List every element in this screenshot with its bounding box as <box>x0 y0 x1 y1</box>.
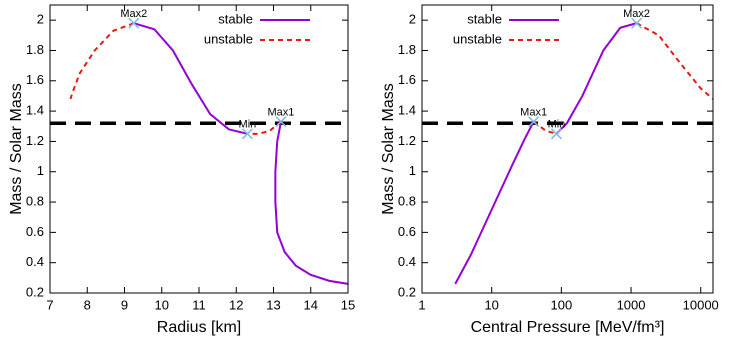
point-label: Max2 <box>623 8 650 20</box>
series-line <box>454 22 637 285</box>
point-label: Min <box>548 119 566 131</box>
y-tick-label: 2 <box>409 12 416 27</box>
y-tick-label: 1.6 <box>398 72 416 87</box>
x-tick-label: 15 <box>341 297 355 312</box>
y-tick-label: 1.2 <box>26 133 44 148</box>
plot-frame <box>421 4 714 294</box>
series-line <box>69 22 282 135</box>
x-tick-label: 9 <box>121 297 128 312</box>
x-tick-label: 11 <box>192 297 206 312</box>
legend-label: stable <box>218 11 253 26</box>
y-tick-label: 2 <box>37 12 44 27</box>
y-tick-label: 1.4 <box>26 103 44 118</box>
y-tick-label: 0.8 <box>398 193 416 208</box>
legend-label: unstable <box>453 31 502 46</box>
y-tick-label: 1.8 <box>26 42 44 57</box>
point-label: Min <box>239 119 257 131</box>
y-tick-label: 0.6 <box>398 224 416 239</box>
series-line <box>533 22 714 135</box>
y-tick-label: 0.6 <box>26 224 44 239</box>
x-tick-label: 8 <box>84 297 91 312</box>
x-tick-label: 1 <box>418 297 425 312</box>
y-tick-label: 0.8 <box>26 193 44 208</box>
point-marker <box>631 17 643 29</box>
x-tick-label: 100 <box>551 297 573 312</box>
plot-frame <box>49 4 349 294</box>
x-tick-label: 10000 <box>683 297 719 312</box>
point-marker <box>528 116 540 128</box>
y-tick-label: 0.2 <box>26 284 44 299</box>
point-marker <box>241 128 253 140</box>
x-tick-label: 1000 <box>617 297 646 312</box>
x-tick-label: 14 <box>304 297 318 312</box>
x-axis-title: Central Pressure [MeV/fm³] <box>471 319 665 336</box>
point-marker <box>550 128 562 140</box>
series-line <box>133 22 349 285</box>
legend-label: stable <box>467 11 502 26</box>
x-tick-label: 10 <box>155 297 169 312</box>
y-axis-title: Mass / Solar Mass <box>8 83 25 215</box>
y-tick-label: 1.6 <box>26 72 44 87</box>
x-tick-label: 10 <box>484 297 498 312</box>
x-tick-label: 7 <box>46 297 53 312</box>
x-tick-label: 12 <box>229 297 243 312</box>
point-label: Max1 <box>520 107 547 119</box>
x-tick-label: 13 <box>266 297 280 312</box>
y-tick-label: 1.2 <box>398 133 416 148</box>
legend-label: unstable <box>204 31 253 46</box>
x-axis-title: Radius [km] <box>157 319 241 336</box>
y-tick-label: 1.8 <box>398 42 416 57</box>
point-marker <box>275 116 287 128</box>
y-tick-label: 0.2 <box>398 284 416 299</box>
point-marker <box>128 17 140 29</box>
y-axis-title: Mass / Solar Mass <box>380 83 397 215</box>
point-label: Max2 <box>120 8 147 20</box>
point-label: Max1 <box>267 107 294 119</box>
y-tick-label: 0.4 <box>26 254 44 269</box>
y-tick-label: 0.4 <box>398 254 416 269</box>
y-tick-label: 1.4 <box>398 103 416 118</box>
y-tick-label: 1 <box>409 163 416 178</box>
y-tick-label: 1 <box>37 163 44 178</box>
